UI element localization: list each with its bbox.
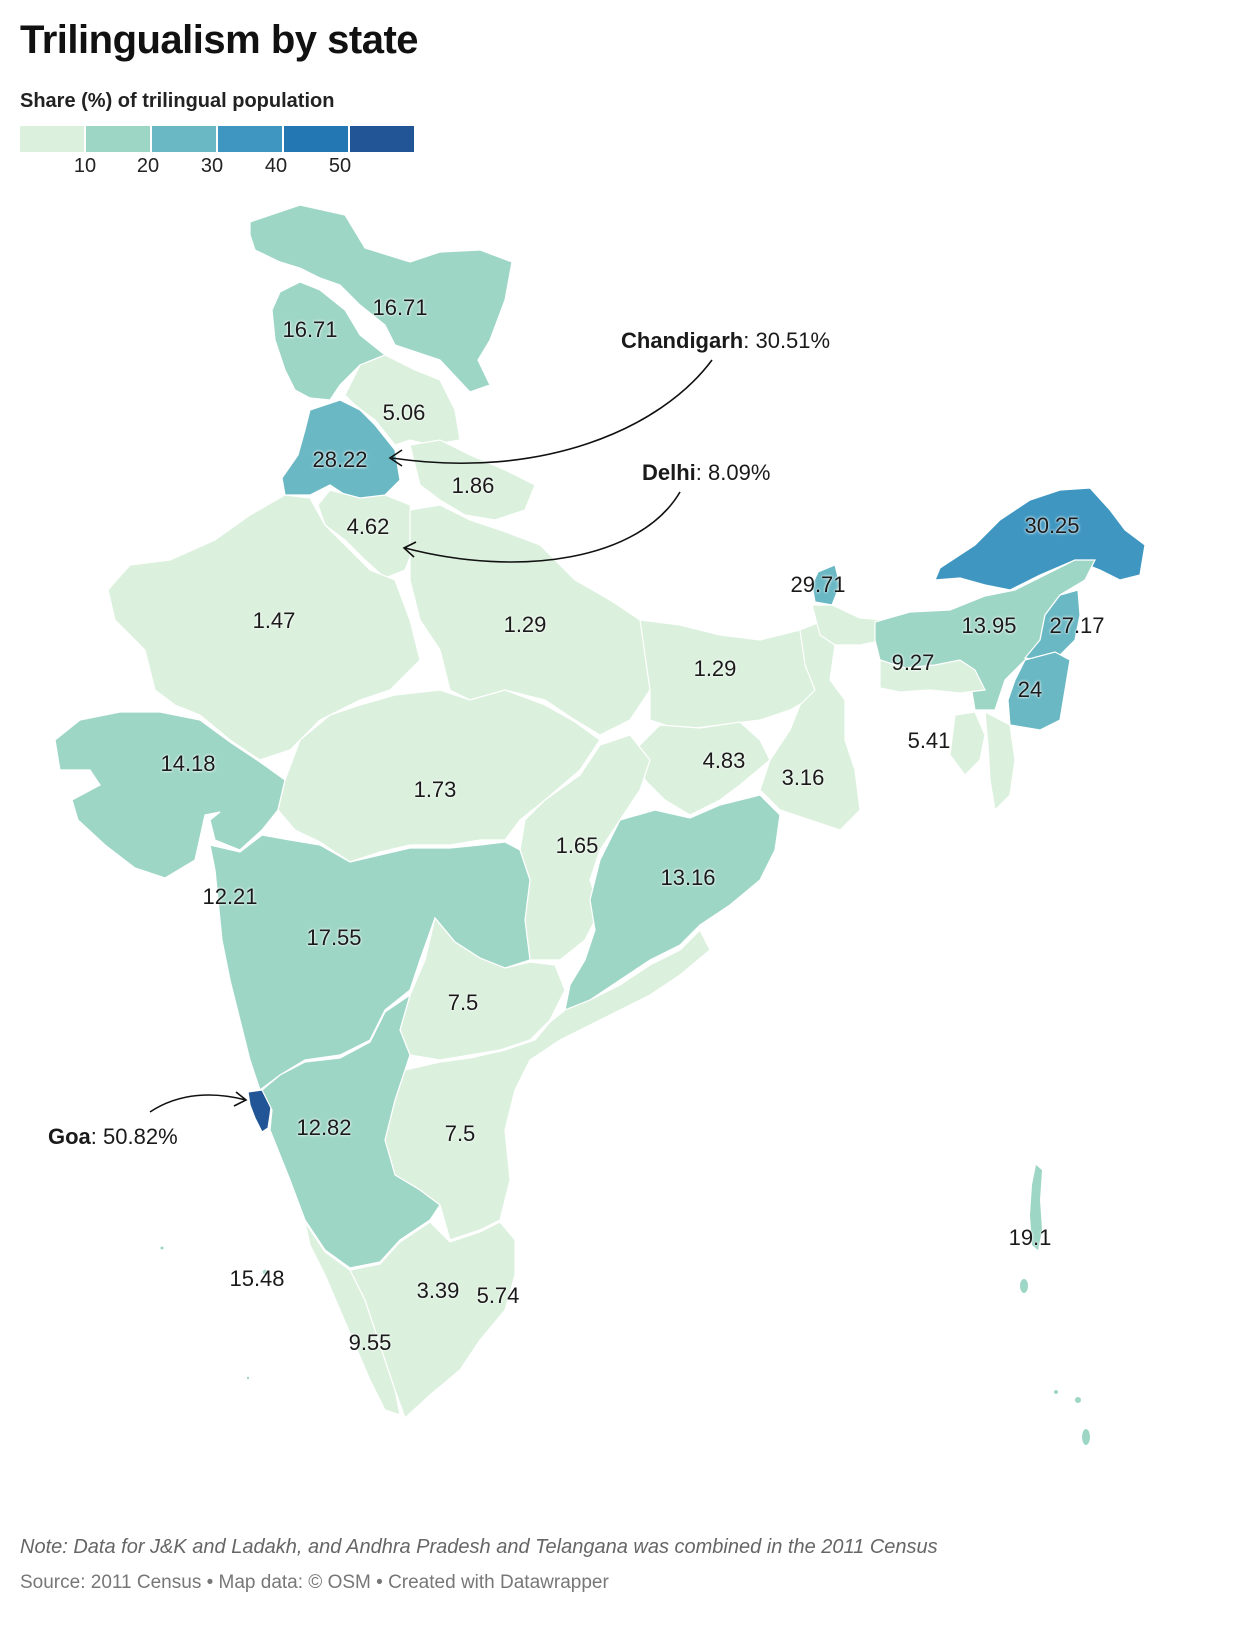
state-arunachal-pradesh[interactable]	[934, 487, 1146, 591]
delhi-arrow	[404, 491, 681, 563]
annotation-chandigarh: Chandigarh: 30.51%	[621, 328, 831, 353]
state-karnataka[interactable]	[261, 993, 441, 1269]
state-lakshadweep[interactable]	[160, 1246, 164, 1250]
value-label-arunachal-pradesh: 30.25	[1024, 513, 1080, 538]
state-mizoram[interactable]	[984, 710, 1016, 812]
legend-swatch-10-20	[86, 126, 150, 152]
annotation-name: Chandigarh	[621, 328, 744, 353]
value-label-jammu-kashmir: 16.71	[282, 317, 338, 342]
value-label-tamil-nadu: 3.39	[416, 1278, 460, 1303]
value-label-jharkhand: 4.83	[702, 748, 746, 773]
state-andaman-nicobar[interactable]	[1030, 1165, 1042, 1250]
annotation-goa: Goa: 50.82%	[48, 1124, 178, 1149]
legend-swatch-20-30	[152, 126, 216, 152]
legend-swatch-40-50	[284, 126, 348, 152]
state-jammu-kashmir[interactable]	[271, 281, 387, 401]
legend-tick: 20	[136, 155, 160, 177]
value-label-chhattisgarh: 1.65	[555, 833, 599, 858]
value-label-rajasthan: 1.47	[252, 608, 296, 633]
value-label-uttarakhand: 1.86	[451, 473, 495, 498]
footnote: Note: Data for J&K and Ladakh, and Andhr…	[20, 1536, 938, 1558]
state-andaman-nicobar[interactable]	[1054, 1390, 1058, 1394]
value-label-tripura: 5.41	[907, 728, 951, 753]
annotation-value: 30.51%	[755, 328, 831, 353]
delhi-arrowhead	[402, 541, 417, 558]
value-label-andaman-nicobar: 19.1	[1008, 1225, 1052, 1250]
value-label-west-bengal: 3.16	[781, 765, 825, 790]
legend-tick: 10	[73, 155, 97, 177]
value-label-nagaland: 27.17	[1049, 613, 1105, 638]
state-uttarakhand[interactable]	[409, 439, 536, 521]
state-manipur[interactable]	[1007, 651, 1071, 731]
value-label-ladakh: 16.71	[372, 295, 428, 320]
value-label-telangana: 7.5	[447, 990, 479, 1015]
state-ladakh[interactable]	[249, 204, 513, 393]
state-andhra-pradesh[interactable]	[384, 928, 711, 1241]
legend-swatch-30-40	[218, 126, 282, 152]
annotation-value: 8.09%	[708, 460, 771, 485]
value-label-manipur: 24	[1017, 677, 1043, 702]
legend-tick: 40	[264, 155, 288, 177]
value-label-madhya-pradesh: 1.73	[413, 777, 457, 802]
legend-tick: 30	[200, 155, 224, 177]
state-odisha[interactable]	[564, 794, 781, 1011]
legend-swatch-50-60	[350, 126, 414, 152]
source-line: Source: 2011 Census • Map data: © OSM • …	[20, 1572, 609, 1593]
legend-tick: 50	[328, 155, 352, 177]
value-label-karnataka: 12.82	[296, 1115, 352, 1140]
state-tamil-nadu[interactable]	[349, 1221, 516, 1420]
value-label-punjab: 28.22	[312, 447, 368, 472]
value-label-kerala: 9.55	[348, 1330, 392, 1355]
state-lakshadweep[interactable]	[262, 1269, 268, 1275]
state-rajasthan[interactable]	[107, 494, 421, 761]
state-meghalaya[interactable]	[879, 659, 986, 694]
state-andaman-nicobar[interactable]	[1082, 1429, 1090, 1445]
value-label-maharashtra: 17.55	[306, 925, 362, 950]
value-label-haryana: 4.62	[346, 514, 390, 539]
chandigarh-arrow	[391, 359, 713, 465]
chandigarh-arrowhead	[388, 449, 403, 467]
value-label-andhra-pradesh: 7.5	[444, 1121, 476, 1146]
state-andaman-nicobar[interactable]	[1075, 1397, 1081, 1403]
value-label-assam: 13.95	[961, 613, 1017, 638]
value-label-meghalaya: 9.27	[891, 650, 935, 675]
legend-ticks: 10 20 30 40 50	[20, 155, 420, 179]
value-label-odisha: 13.16	[660, 865, 716, 890]
value-label-lakshadweep: 15.48	[229, 1266, 285, 1291]
legend-swatch-0-10	[20, 126, 84, 152]
state-gujarat[interactable]	[54, 711, 286, 879]
goa-arrow	[149, 1094, 247, 1113]
value-label-bihar: 1.29	[693, 656, 737, 681]
annotation-name: Delhi	[642, 460, 696, 485]
annotation-delhi: Delhi: 8.09%	[642, 460, 771, 485]
state-west-bengal[interactable]	[759, 619, 861, 831]
annotation-name: Goa	[48, 1124, 91, 1149]
legend-title: Share (%) of trilingual population	[20, 90, 335, 112]
value-label-sikkim: 29.71	[790, 572, 846, 597]
state-lakshadweep[interactable]	[246, 1376, 250, 1380]
goa-arrowhead	[233, 1091, 248, 1107]
state-andaman-nicobar[interactable]	[1020, 1279, 1028, 1293]
value-label-daman-diu: 12.21	[202, 884, 258, 909]
state-tripura[interactable]	[949, 711, 986, 776]
color-legend	[20, 126, 414, 152]
value-label-puducherry: 5.74	[476, 1283, 520, 1308]
india-map: 16.71 16.71 5.06 28.22 1.86 4.62 1.47 1.…	[0, 190, 1240, 1500]
chart-title: Trilingualism by state	[20, 18, 419, 62]
value-label-uttar-pradesh: 1.29	[503, 612, 547, 637]
value-label-gujarat: 14.18	[160, 751, 216, 776]
annotation-value: 50.82%	[103, 1124, 178, 1149]
value-label-himachal-pradesh: 5.06	[382, 400, 426, 425]
state-uttar-pradesh[interactable]	[409, 504, 661, 736]
